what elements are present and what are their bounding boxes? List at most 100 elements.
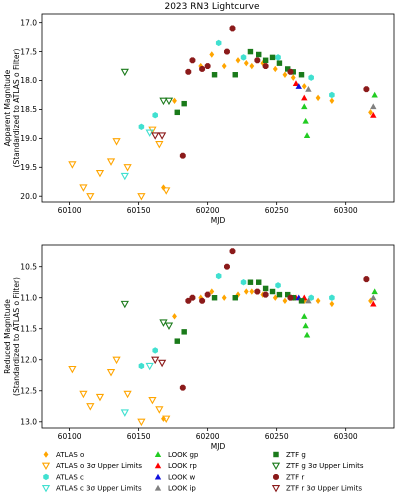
data-point <box>199 297 206 304</box>
data-point <box>181 100 187 107</box>
legend-item-look_gp: LOOK gp <box>154 451 199 459</box>
data-point <box>262 285 269 292</box>
data-point <box>189 57 196 64</box>
legend-marker <box>43 473 49 481</box>
data-point <box>363 276 370 283</box>
data-point <box>298 298 305 304</box>
legend-item-look_w: LOOK w <box>154 473 195 481</box>
series-ztf_r_ul <box>151 132 167 140</box>
legend: ATLAS o ATLAS o 3σ Upper Limits ATLAS c ATL… <box>41 451 364 493</box>
data-point <box>86 193 95 201</box>
data-point <box>157 359 167 368</box>
data-point <box>329 91 335 99</box>
data-point <box>185 68 192 75</box>
data-point <box>329 294 335 301</box>
data-point <box>138 123 145 130</box>
data-point <box>162 187 171 195</box>
data-point <box>276 60 283 66</box>
data-point <box>174 338 180 344</box>
y-tick-label: 20.0 <box>20 192 37 201</box>
series-ztf_r <box>179 25 370 159</box>
data-point <box>79 184 88 192</box>
data-point <box>86 403 95 411</box>
data-point <box>368 297 373 305</box>
legend-label: LOOK ip <box>168 485 196 493</box>
data-point <box>240 54 247 61</box>
y-tick-label: 17.0 <box>20 18 37 27</box>
data-point <box>164 322 174 330</box>
data-point <box>123 390 132 399</box>
legend-label: ZTF r 3σ Upper Limits <box>286 485 362 493</box>
y-tick-label: 19.5 <box>20 163 37 172</box>
y-tick-label: 11.0 <box>20 293 37 302</box>
legend-item-atlas_o_ul: ATLAS o 3σ Upper Limits <box>41 462 142 470</box>
data-point <box>120 172 129 181</box>
data-point <box>95 169 105 178</box>
legend-marker <box>41 484 51 493</box>
data-point <box>269 288 276 295</box>
series-atlas_o <box>161 288 373 422</box>
x-tick-label: 60300 <box>334 432 358 441</box>
y-axis-label: Apparent Magnitude <box>3 69 12 146</box>
series-ztf_g <box>174 48 305 116</box>
data-point <box>284 66 291 72</box>
legend-label: ATLAS c <box>56 473 84 481</box>
data-point <box>303 331 311 338</box>
data-point <box>164 97 174 106</box>
data-point <box>272 65 278 73</box>
data-point <box>249 288 255 295</box>
series-look_w <box>295 83 302 89</box>
data-point <box>287 68 294 75</box>
data-point <box>256 51 262 58</box>
legend-marker <box>154 462 162 469</box>
y-tick-label: 12.0 <box>20 355 37 364</box>
data-point <box>262 57 269 63</box>
legend-label: LOOK gp <box>168 451 199 459</box>
data-point <box>120 68 129 77</box>
data-point <box>275 282 281 289</box>
data-point <box>185 297 192 304</box>
data-point <box>371 288 378 295</box>
reduced-magnitude-panel: 60100 60150 60200 60250 60300 10.5 11.0 11.5 12.… <box>3 244 395 451</box>
data-point <box>224 48 230 55</box>
x-tick-label: 60150 <box>127 432 151 441</box>
data-point <box>301 313 308 319</box>
data-point <box>161 415 166 422</box>
x-tick-label: 60200 <box>196 432 220 441</box>
x-tick-label: 60100 <box>58 206 82 215</box>
series-atlas_o <box>161 51 373 191</box>
legend-item-atlas_c_ul: ATLAS c 3σ Upper Limits <box>41 484 142 493</box>
legend-label: LOOK w <box>168 473 195 481</box>
data-point <box>137 193 146 201</box>
data-point <box>370 294 377 301</box>
data-point <box>235 57 241 64</box>
data-point <box>179 152 186 159</box>
data-point <box>284 291 291 298</box>
data-point <box>120 409 129 417</box>
data-point <box>79 390 88 399</box>
data-point <box>204 291 211 298</box>
legend-item-ztf_g: ZTF g <box>273 451 306 459</box>
apparent-magnitude-panel: 60100 60150 60200 60250 60300 17.0 17.5 18.0 18.… <box>3 13 395 225</box>
data-point <box>229 248 236 255</box>
y-axis-label: Reduced Magnitude <box>3 299 12 374</box>
data-point <box>211 295 218 301</box>
x-tick-label: 60250 <box>265 432 289 441</box>
data-point <box>276 291 283 298</box>
data-point <box>106 369 116 377</box>
x-tick-label: 60300 <box>334 206 358 215</box>
series-ztf_r <box>179 248 370 391</box>
data-point <box>221 294 227 301</box>
series-look_ip <box>305 294 377 304</box>
data-point <box>254 288 261 295</box>
data-point <box>329 97 335 104</box>
legend-item-look_rp: LOOK rp <box>154 462 197 470</box>
data-point <box>68 365 77 374</box>
x-axis-label: MJD <box>211 442 226 451</box>
legend-marker <box>271 462 281 471</box>
series-look_ip <box>305 86 377 110</box>
data-point <box>254 57 261 64</box>
data-point <box>262 291 269 298</box>
data-point <box>282 297 288 305</box>
